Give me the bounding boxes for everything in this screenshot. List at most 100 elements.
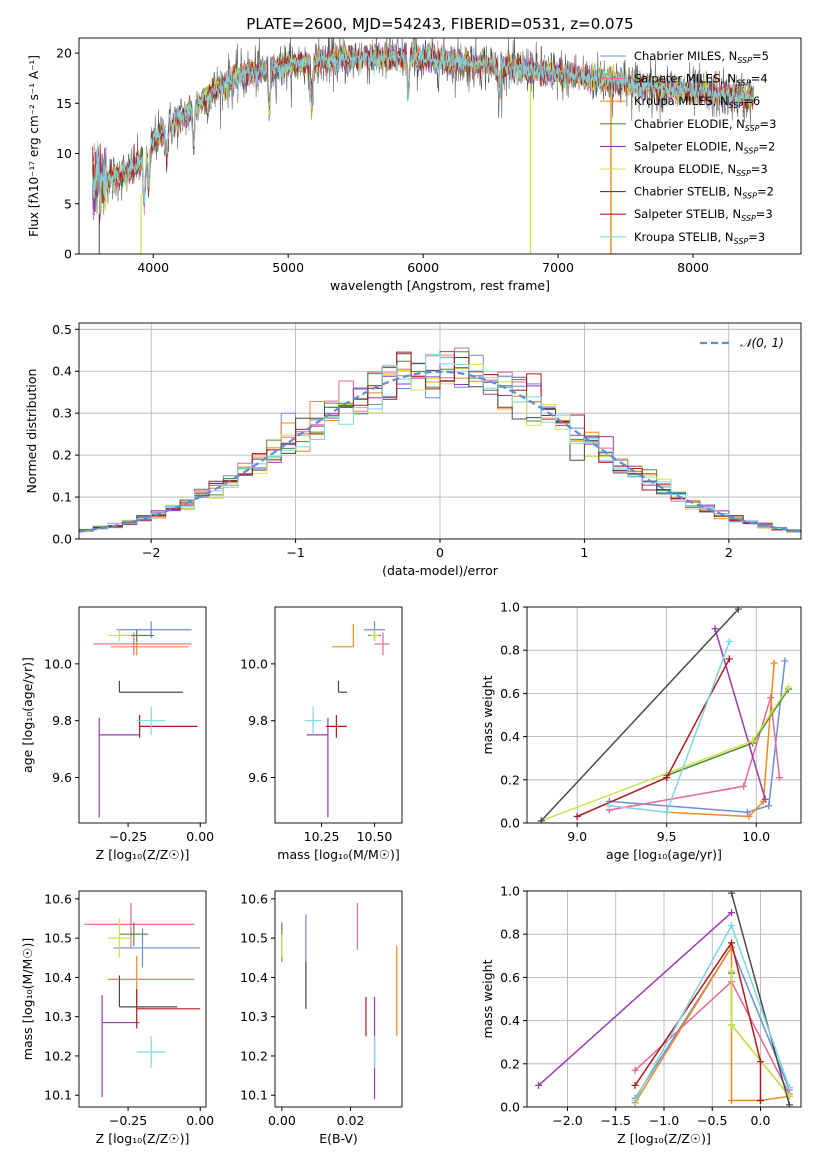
x-tick-label: 9.0 [567,829,587,844]
errorbar-kroupa-stelib [136,706,166,735]
x-tick-label: 0.00 [186,829,214,844]
series-marker [728,967,736,975]
series-salpeter-stelib [573,655,733,821]
plot-area [92,38,754,254]
y-tick-label: 10.3 [240,1009,268,1024]
x-tick-label: 0 [436,545,444,560]
x-tick-label: −1 [286,545,304,560]
y-axis-label: age [log₁₀(age/yr)] [20,657,35,773]
x-tick-label: 6000 [407,260,439,275]
y-tick-label: 0.4 [500,1013,520,1028]
y-tick-label: 0.2 [500,772,520,787]
y-tick-label: 10 [56,146,72,161]
series-marker [761,795,769,803]
legend-nssp-sub: SSP [729,101,744,110]
x-axis-label: age [log₁₀(age/yr)] [606,847,722,862]
errorbar-kroupa-stelib [304,706,322,735]
x-tick-label: 10.0 [742,829,770,844]
legend-nssp: , N [726,185,742,199]
series-marker [725,655,733,663]
series-marker [605,802,613,810]
x-axis-label: mass [log₁₀(M/M☉)] [277,847,399,862]
x-axis-label: Z [log₁₀(Z/Z☉)] [617,1131,711,1146]
y-tick-label: 10.6 [240,891,268,906]
x-tick-label: 8000 [677,260,709,275]
y-tick-label: 0.0 [500,1100,520,1115]
series-marker [535,1081,543,1089]
y-tick-label: 0.0 [52,532,72,547]
x-tick-label: 4000 [137,260,169,275]
legend-nssp: , N [725,207,741,221]
legend-nssp-value: =4 [751,72,768,86]
y-tick-label: 1.0 [500,884,520,899]
legend-label: 𝒩(0, 1) [740,336,784,350]
y-tick-label: 9.6 [248,770,268,785]
series-line [634,940,762,1101]
x-tick-label: −1.0 [649,1113,679,1128]
errorbar-salpeter-miles [93,632,192,656]
y-axis-label: Normed distribution [24,369,39,494]
x-tick-label: 9.5 [657,829,677,844]
errorbar-chabrier-elodie [119,922,149,946]
series-marker [663,808,671,816]
legend-nssp: , N [718,230,734,244]
errorbar-kroupa-miles [332,624,354,648]
y-tick-label: 10.4 [240,970,268,985]
series-line [538,912,733,1086]
series-marker [573,813,581,821]
series-marker [743,808,751,816]
y-tick-label: 0.6 [500,686,520,701]
y-tick-label: 0.2 [52,448,72,463]
y-tick-label: 9.8 [52,713,72,728]
x-tick-label: 0.0 [751,1113,771,1128]
panel-5: −0.25 0.00 10.1 10.2 10.3 10.4 10.5 10.6 Z [log₁… [20,890,214,1146]
legend-series-name: Salpeter ELODIE [634,139,728,153]
y-tick-label: 10.0 [240,656,268,671]
legend-nssp: , N [720,162,736,176]
legend-label: Salpeter ELODIE, NSSP=2 [634,139,775,155]
y-axis-label: mass [log₁₀(M/M☉)] [20,938,35,1060]
legend-nssp: , N [729,117,745,131]
panel-4: 9.0 9.5 10.0 0.0 0.2 0.4 0.6 0.8 1.0 age [log₁₀(a… [480,600,802,862]
y-tick-label: 10.4 [44,970,72,985]
x-tick-label: 10.25 [304,829,340,844]
series-marker [711,625,719,633]
y-tick-label: 0.2 [500,1056,520,1071]
y-tick-label: 10.3 [44,1009,72,1024]
legend-series-name: Chabrier STELIB [634,185,726,199]
legend-nssp-value: =3 [756,207,773,221]
legend-nssp: , N [713,94,729,108]
plot-area [537,607,792,823]
series-marker [631,1066,639,1074]
series-salpeter-miles [605,694,784,814]
x-tick-label: −0.25 [109,829,147,844]
legend-nssp-value: =6 [743,94,760,108]
axes: −2.0 −1.5 −1.0 −0.5 0.0 0.0 0.2 0.4 0.6 0.8 1.0 Z [… [480,884,802,1146]
legend-series-name: Chabrier MILES [634,49,721,63]
histogram-kroupa-stelib [79,353,801,534]
y-tick-label: 10.2 [44,1048,72,1063]
x-tick-label: −1.5 [601,1113,631,1128]
errorbar-kroupa-elodie [370,629,379,642]
legend-series-name: Kroupa ELODIE [634,162,720,176]
y-tick-label: 10.0 [44,656,72,671]
series-marker [728,909,736,917]
legend-nssp-value: =3 [748,230,765,244]
x-tick-label: 0.00 [186,1113,214,1128]
errorbar-kroupa-miles [110,638,189,656]
y-tick-label: 10.5 [44,931,72,946]
series-marker [785,1084,793,1092]
legend-series-name: Kroupa STELIB [634,230,718,244]
series-marker [728,1021,736,1029]
panel-0: 4000 5000 6000 7000 8000 0 5 10 15 20 wavelength [… [27,37,802,293]
legend-nssp-value: =5 [752,49,769,63]
x-tick-label: 10.50 [357,829,393,844]
x-tick-label: 0.00 [268,1113,296,1128]
series-salpeter-elodie [535,909,736,1089]
legend-nssp: , N [720,72,736,86]
errorbar-salpeter-elodie [101,995,140,1098]
legend-label: Kroupa ELODIE, NSSP=3 [634,162,768,178]
series-marker [728,939,736,947]
y-tick-label: 0.4 [500,729,520,744]
